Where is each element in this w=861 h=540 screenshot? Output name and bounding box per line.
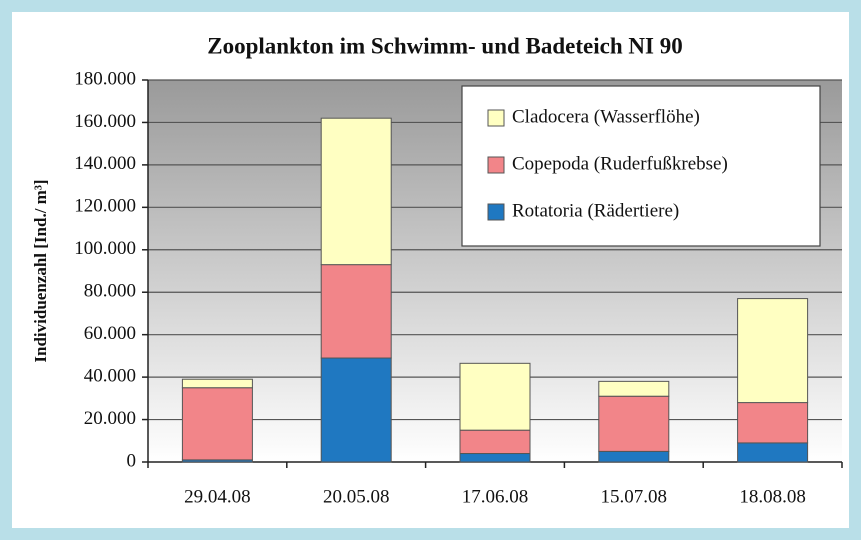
x-tick-label: 29.04.08 [184,486,251,507]
bar-segment [737,298,809,404]
bar-segment [320,357,392,463]
y-tick-label: 160.000 [74,111,136,132]
bar-segment [459,429,531,455]
bar-segment [598,380,670,397]
legend-label: Copepoda (Ruderfußkrebse) [512,153,728,174]
legend-label: Cladocera (Wasserflöhe) [512,106,700,127]
chart-title: Zooplankton im Schwimm- und Badeteich NI… [207,33,682,58]
y-tick-label: 60.000 [84,323,136,344]
bar-segment [320,117,392,266]
x-tick-label: 18.08.08 [739,486,806,507]
x-tick-label: 20.05.08 [323,486,390,507]
legend-swatch [487,156,505,174]
bar-segment [320,264,392,359]
x-tick-label: 15.07.08 [601,486,668,507]
bar-segment [181,378,253,389]
bar-segment [737,402,809,444]
y-tick-label: 100.000 [74,238,136,259]
y-tick-label: 0 [127,450,137,471]
legend-box [461,85,821,247]
y-tick-label: 180.000 [74,68,136,89]
bar-segment [737,442,809,463]
y-tick-label: 140.000 [74,153,136,174]
y-tick-label: 40.000 [84,365,136,386]
bar-segment [459,453,531,463]
bar-segment [598,395,670,452]
legend-label: Rotatoria (Rädertiere) [512,200,679,221]
bar-segment [598,450,670,463]
legend-swatch [487,203,505,221]
y-axis-label: Individuenzahl [Ind./ m³] [31,179,50,362]
y-tick-label: 120.000 [74,196,136,217]
bar-segment [459,362,531,431]
legend-swatch [487,109,505,127]
bar-segment [181,387,253,461]
y-tick-label: 20.000 [84,408,136,429]
y-tick-label: 80.000 [84,281,136,302]
x-tick-label: 17.06.08 [462,486,529,507]
